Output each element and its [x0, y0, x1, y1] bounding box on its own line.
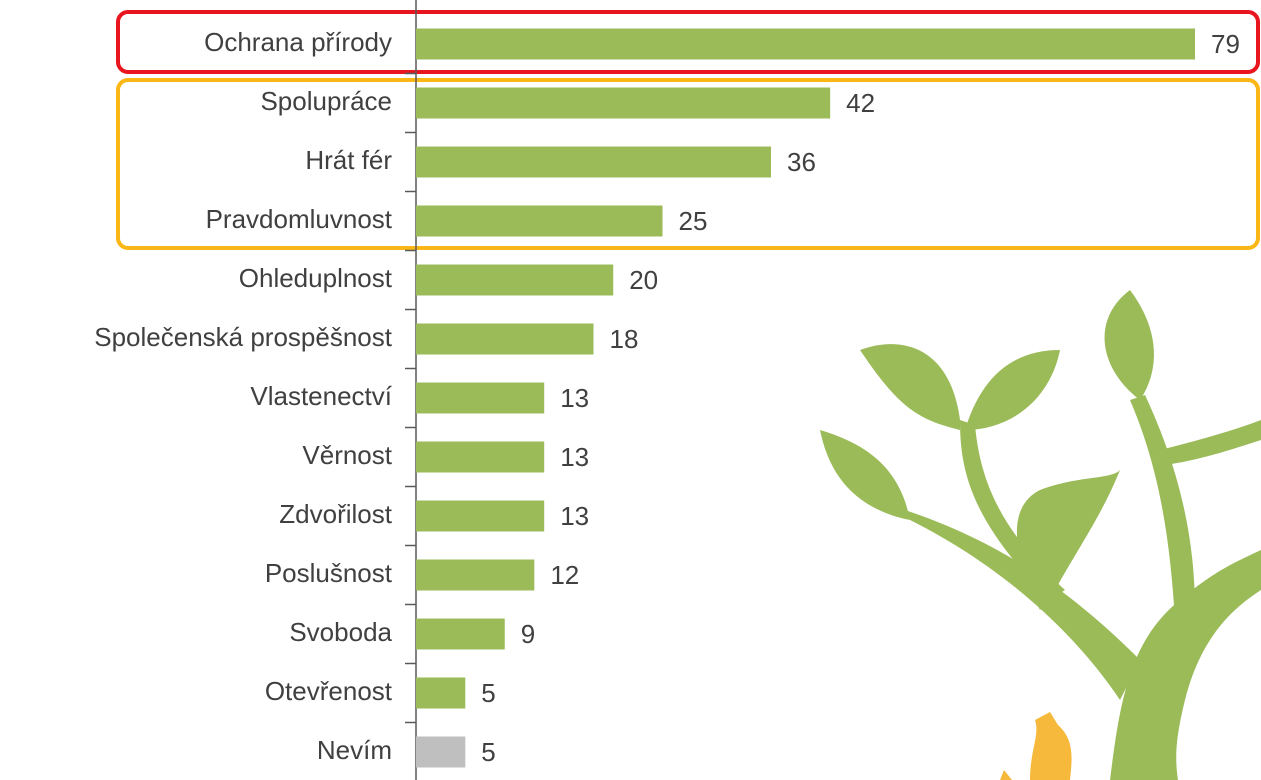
value-label: 13: [560, 383, 589, 413]
bar: [416, 264, 614, 296]
category-label: Otevřenost: [265, 676, 393, 706]
value-label: 18: [609, 324, 638, 354]
bar: [416, 323, 594, 355]
value-label: 5: [481, 737, 495, 767]
category-label: Poslušnost: [265, 558, 393, 588]
category-label: Svoboda: [289, 617, 392, 647]
highlight-red: [116, 10, 1260, 74]
category-label: Hrát fér: [305, 145, 392, 175]
category-label: Společenská prospěšnost: [94, 322, 393, 352]
bar: [416, 205, 663, 237]
value-label: 12: [550, 560, 579, 590]
category-label: Vlastenectví: [250, 381, 392, 411]
bar: [416, 559, 535, 591]
category-label: Spolupráce: [260, 86, 392, 116]
bar: [416, 500, 545, 532]
bar: [416, 28, 1195, 60]
value-label: 9: [521, 619, 535, 649]
value-label: 5: [481, 678, 495, 708]
bar: [416, 736, 466, 768]
value-label: 25: [679, 206, 708, 236]
tree-decoration: [820, 290, 1261, 780]
value-label: 20: [629, 265, 658, 295]
category-label: Ohleduplnost: [239, 263, 393, 293]
bar: [416, 441, 545, 473]
value-label: 13: [560, 442, 589, 472]
highlight-orange: [116, 78, 1260, 250]
bar: [416, 87, 831, 119]
category-label: Pravdomluvnost: [206, 204, 393, 234]
category-label: Ochrana přírody: [204, 27, 392, 57]
category-label: Nevím: [317, 735, 392, 765]
bar: [416, 382, 545, 414]
cat-decoration: [1000, 712, 1072, 780]
value-label: 13: [560, 501, 589, 531]
value-label: 42: [846, 88, 875, 118]
category-label: Věrnost: [302, 440, 392, 470]
bar: [416, 618, 505, 650]
bar: [416, 146, 771, 178]
value-label: 79: [1211, 29, 1240, 59]
value-label: 36: [787, 147, 816, 177]
bar: [416, 677, 466, 709]
category-label: Zdvořilost: [279, 499, 392, 529]
